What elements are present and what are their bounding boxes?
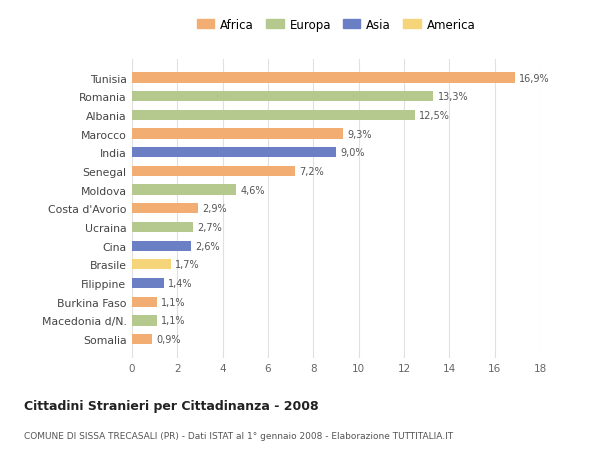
Bar (132, 129, 343, 140)
Bar (132, 204, 198, 214)
Bar (132, 297, 157, 307)
Text: 1,1%: 1,1% (161, 297, 185, 307)
Legend: Africa, Europa, Asia, America: Africa, Europa, Asia, America (193, 15, 479, 35)
Bar (132, 260, 170, 270)
Text: Cittadini Stranieri per Cittadinanza - 2008: Cittadini Stranieri per Cittadinanza - 2… (24, 399, 319, 412)
Text: COMUNE DI SISSA TRECASALI (PR) - Dati ISTAT al 1° gennaio 2008 - Elaborazione TU: COMUNE DI SISSA TRECASALI (PR) - Dati IS… (24, 431, 453, 441)
Text: 0,9%: 0,9% (157, 334, 181, 344)
Bar (132, 111, 415, 121)
Text: 9,3%: 9,3% (347, 129, 371, 139)
Bar (132, 222, 193, 233)
Text: 1,1%: 1,1% (161, 316, 185, 326)
Text: 2,6%: 2,6% (195, 241, 220, 251)
Bar (132, 278, 164, 289)
Bar (132, 92, 433, 102)
Bar (132, 334, 152, 344)
Text: 13,3%: 13,3% (437, 92, 468, 102)
Text: 2,9%: 2,9% (202, 204, 226, 214)
Text: 2,7%: 2,7% (197, 223, 222, 232)
Bar (132, 185, 236, 196)
Text: 1,7%: 1,7% (175, 260, 199, 270)
Text: 4,6%: 4,6% (241, 185, 265, 195)
Text: 12,5%: 12,5% (419, 111, 450, 121)
Bar (132, 316, 157, 326)
Text: 1,4%: 1,4% (168, 279, 193, 288)
Text: 7,2%: 7,2% (299, 167, 324, 177)
Bar (132, 167, 295, 177)
Text: 16,9%: 16,9% (519, 73, 550, 84)
Bar (132, 241, 191, 251)
Bar (132, 148, 336, 158)
Bar (132, 73, 515, 84)
Text: 9,0%: 9,0% (340, 148, 365, 158)
